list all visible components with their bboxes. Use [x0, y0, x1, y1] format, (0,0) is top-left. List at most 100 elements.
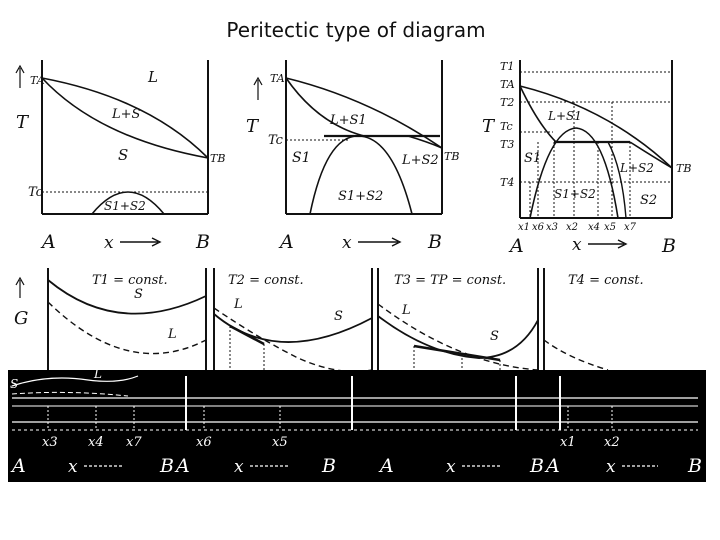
x-axis-label: x [104, 233, 114, 253]
g-curve-s-label: S [134, 287, 143, 302]
strip-axis-label: A [544, 455, 560, 477]
strip-composition: x3 [42, 435, 58, 450]
x-arrowhead [391, 237, 402, 247]
liquidus-curve [41, 77, 209, 159]
region-s1: S1 [292, 150, 311, 166]
x-label-b: B [427, 231, 442, 253]
free-energy-row: G T1 = const. S L T2 = const. L S T3 = T… [14, 268, 644, 373]
g-axis-arrowhead [15, 276, 25, 286]
temperature-arrowhead [15, 64, 25, 74]
miscibility-gap-dome [309, 135, 413, 215]
region-two-phase: L+S [111, 107, 141, 122]
region-l-s1: L+S1 [547, 109, 582, 123]
label-tc: Tc [28, 185, 44, 200]
composition-label: x6 [532, 222, 545, 233]
strip-curve-label: S [10, 377, 18, 391]
y-axis-label: T [16, 112, 30, 133]
negative-band [8, 370, 706, 482]
strip-axis-label: A [174, 455, 190, 477]
y-axis-label: T [482, 116, 496, 137]
strip-composition: x5 [272, 435, 288, 450]
strip-axis-label: A [378, 455, 394, 477]
label-t1: T1 [500, 60, 514, 73]
solidus-s2 [629, 141, 673, 169]
strip-composition: x2 [604, 435, 620, 450]
g-common-tangent [229, 324, 265, 346]
x-label-a: A [278, 231, 294, 253]
g-curve-l-label: L [401, 303, 411, 318]
g-curve-s-label: S [490, 329, 499, 344]
composition-label: x1 [518, 222, 530, 233]
x-label-a: A [40, 231, 56, 253]
slide-title: Peritectic type of diagram [226, 18, 486, 42]
strip-axis-label: B [159, 455, 174, 477]
label-ta: TA [270, 72, 285, 85]
region-solid: S [118, 146, 128, 164]
g-curve-l [213, 307, 373, 373]
label-t3: T3 [500, 138, 514, 151]
strip-axis-label: B [687, 455, 702, 477]
g-curve-l-label: L [233, 297, 243, 312]
solvus-s2 [607, 141, 627, 219]
strip-composition: x1 [560, 435, 576, 450]
liquidus-curve [519, 85, 673, 169]
strip-axis-label: x [68, 457, 78, 477]
g-curve-s [47, 279, 207, 315]
region-s1: S1 [524, 151, 541, 166]
label-t2: T2 [500, 96, 514, 109]
g-curve-l [377, 303, 539, 371]
composition-label: x2 [566, 222, 578, 233]
peritectic-figure: T TA TB Tc L L+S S S1+S2 A x B T TA TB T… [8, 60, 706, 482]
g-curve-l [47, 301, 207, 355]
g-panel-2-label: T2 = const. [228, 273, 304, 288]
solidus-curve [41, 77, 209, 159]
region-l-s2: L+S2 [401, 153, 439, 168]
region-l-s1: L+S1 [329, 113, 367, 128]
strip-axis-label: x [606, 457, 616, 477]
composition-label: x5 [604, 222, 616, 233]
region-s1-s2: S1+S2 [338, 189, 383, 204]
label-tb: TB [210, 152, 225, 165]
strip-axis-label: A [10, 455, 26, 477]
g-curve-l [543, 339, 609, 371]
strip-curve [11, 375, 139, 387]
label-t4: T4 [500, 176, 514, 189]
strip-composition: x6 [196, 435, 212, 450]
x-arrowhead [617, 239, 628, 249]
y-axis-label: T [246, 116, 260, 137]
g-panel-4-label: T4 = const. [568, 273, 644, 288]
g-panel-1-label: T1 = const. [92, 273, 168, 288]
strip-axis-label: x [446, 457, 456, 477]
region-s1-s2: S1+S2 [554, 187, 596, 201]
g-curve-s-label: S [334, 309, 343, 324]
region-liquid: L [147, 68, 158, 86]
miscibility-gap-dome [91, 191, 165, 215]
miscibility-gap-dome [529, 127, 619, 219]
g-panel-3-label: T3 = TP = const. [394, 273, 506, 288]
region-s2: S2 [640, 193, 657, 208]
x-label-b: B [195, 231, 210, 253]
label-tc: Tc [268, 133, 284, 148]
region-miscibility: S1+S2 [104, 199, 146, 213]
g-common-tangent [413, 344, 501, 362]
phase-diagram-2: T TA TB Tc L+S1 L+S2 S1 S1+S2 A x B [246, 60, 459, 253]
x-label-a: A [508, 235, 524, 257]
g-curve-s [377, 315, 539, 359]
label-tb: TB [444, 150, 459, 163]
x-axis-label: x [342, 233, 352, 253]
x-label-b: B [661, 235, 676, 257]
composition-label: x7 [624, 222, 637, 233]
label-tc: Tc [500, 120, 513, 133]
g-axis-label: G [14, 308, 28, 329]
g-curve-l-label: L [167, 327, 177, 342]
negative-strip: S L x3 x4 x7 x6 x5 x1 x2 A x B A x B A x… [8, 367, 706, 482]
label-ta: TA [500, 78, 515, 91]
strip-composition: x7 [126, 435, 142, 450]
strip-axis-label: B [321, 455, 336, 477]
strip-curve [11, 391, 129, 397]
solidus-s1 [285, 77, 365, 137]
solidus-s2 [407, 135, 443, 149]
temperature-arrowhead [253, 76, 263, 86]
x-axis-label: x [572, 235, 582, 255]
composition-label: x4 [588, 222, 600, 233]
